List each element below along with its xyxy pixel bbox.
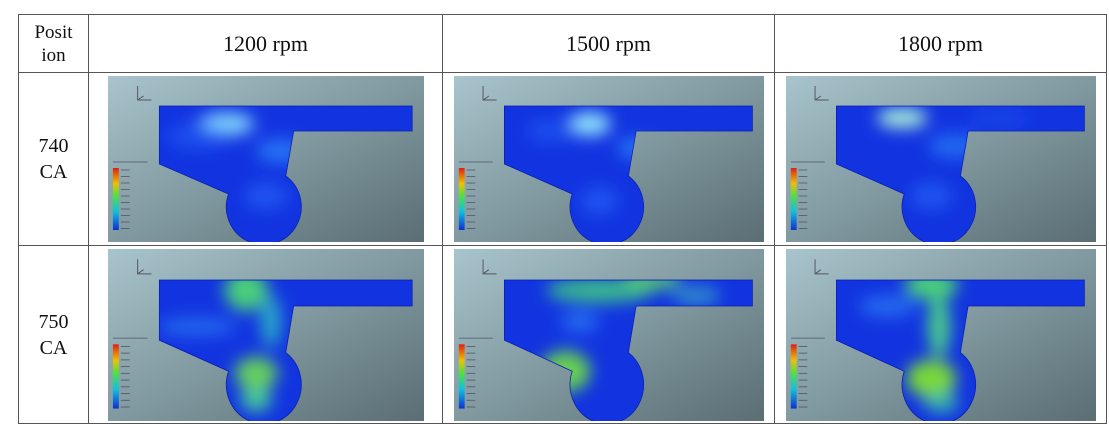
column-header: 1200 rpm <box>89 15 443 73</box>
flow-blob <box>671 285 719 306</box>
row-label-line: 740 <box>19 133 88 159</box>
legend-bar <box>458 168 464 230</box>
flow-blob <box>910 182 953 210</box>
table-row: 740 CA <box>19 73 1107 246</box>
position-header: Posit ion <box>19 15 89 73</box>
header-row: Posit ion 1200 rpm 1500 rpm 1800 rpm <box>19 15 1107 73</box>
cfd-image <box>108 76 424 242</box>
results-table: Posit ion 1200 rpm 1500 rpm 1800 rpm 740… <box>18 14 1107 424</box>
cfd-image <box>454 76 764 242</box>
flow-blob <box>560 311 599 332</box>
table-row: 750 CA <box>19 246 1107 424</box>
column-header: 1500 rpm <box>443 15 775 73</box>
row-label-line: CA <box>19 159 88 185</box>
image-cell <box>89 246 443 424</box>
flow-blob <box>167 122 226 150</box>
flow-blob <box>240 386 272 411</box>
flow-blob <box>877 108 927 128</box>
legend-bar <box>790 344 796 408</box>
flow-blob <box>579 187 618 215</box>
flow-blob <box>923 391 958 412</box>
image-cell <box>89 73 443 246</box>
row-label-line: 750 <box>19 309 88 335</box>
flow-blob <box>234 356 277 389</box>
image-cell <box>443 73 775 246</box>
header-line: Posit <box>19 21 88 44</box>
legend-bar <box>458 344 464 408</box>
image-cell <box>775 73 1107 246</box>
column-header: 1800 rpm <box>775 15 1107 73</box>
legend-bar <box>112 344 118 408</box>
cfd-image <box>786 249 1096 421</box>
row-label: 750 CA <box>19 246 89 424</box>
row-label: 740 CA <box>19 73 89 246</box>
cfd-image <box>108 249 424 421</box>
header-line: ion <box>19 44 88 67</box>
flow-blob <box>244 182 287 210</box>
image-cell <box>775 246 1107 424</box>
image-cell <box>443 246 775 424</box>
flow-blob <box>906 359 956 396</box>
flow-blob <box>261 295 281 347</box>
legend-bar <box>790 168 796 230</box>
flow-blob <box>526 119 574 143</box>
cfd-image <box>454 249 764 421</box>
row-label-line: CA <box>19 335 88 361</box>
legend-bar <box>112 168 118 230</box>
page: Posit ion 1200 rpm 1500 rpm 1800 rpm 740… <box>0 0 1109 424</box>
cfd-image <box>786 76 1096 242</box>
flow-blob <box>927 295 950 357</box>
flow-blob <box>970 110 1028 126</box>
flow-blob <box>157 318 236 335</box>
flow-blob <box>858 295 916 316</box>
